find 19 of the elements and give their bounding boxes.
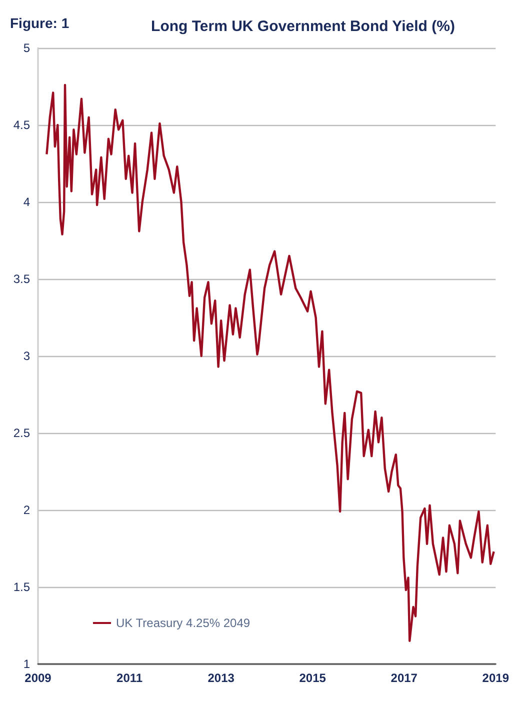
y-tick-label: 1 xyxy=(23,657,30,671)
chart-title: Long Term UK Government Bond Yield (%) xyxy=(151,18,455,35)
y-tick-label: 4.5 xyxy=(13,118,30,132)
y-tick-label: 2 xyxy=(23,503,30,517)
y-tick-label: 3 xyxy=(23,349,30,363)
x-tick-label: 2015 xyxy=(299,671,326,685)
x-tick-label: 2019 xyxy=(482,671,510,685)
y-tick-label: 1.5 xyxy=(13,580,30,594)
x-tick-label: 2013 xyxy=(208,671,235,685)
y-tick-label: 4 xyxy=(23,195,30,209)
x-tick-label: 2011 xyxy=(116,671,143,685)
x-tick-label: 2009 xyxy=(24,671,52,685)
legend-label: UK Treasury 4.25% 2049 xyxy=(116,616,250,630)
line-series xyxy=(46,84,495,642)
text: Figure: 1 xyxy=(10,15,70,31)
y-tick-label: 5 xyxy=(23,41,30,55)
y-tick-label: 3.5 xyxy=(13,272,30,286)
x-tick-label: 2017 xyxy=(390,671,418,685)
y-tick-label: 2.5 xyxy=(13,426,30,440)
